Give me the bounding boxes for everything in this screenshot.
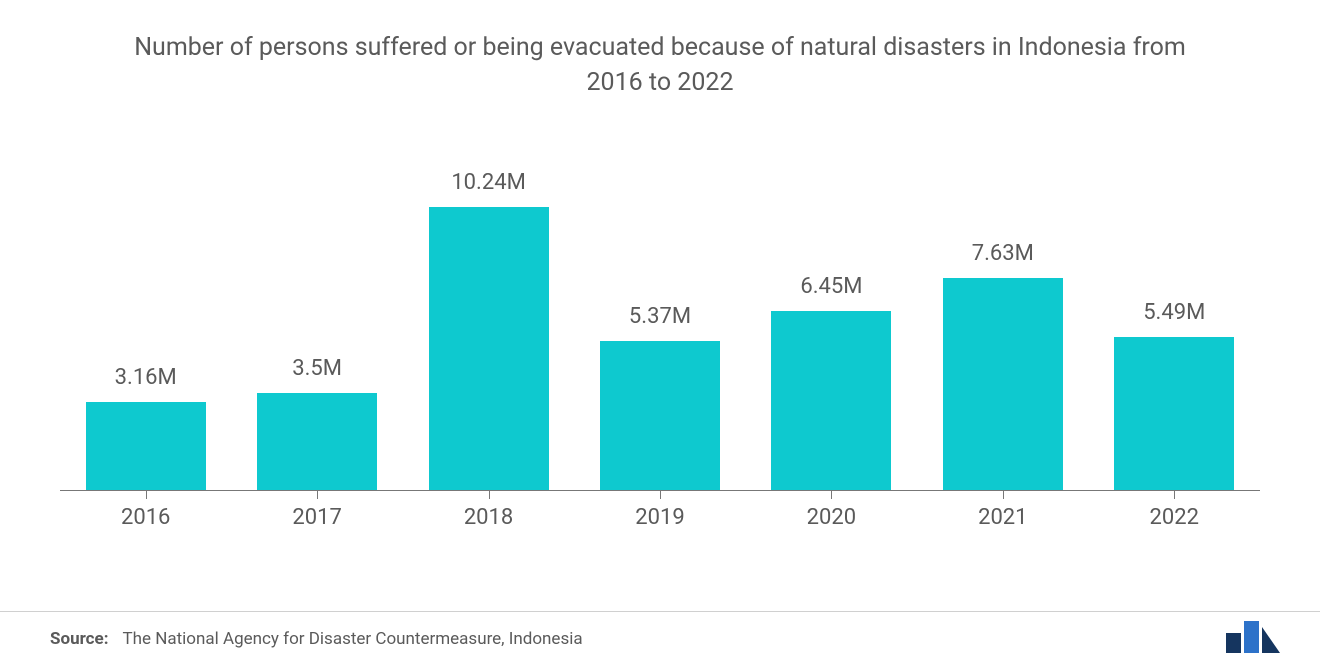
x-tick: 2021: [917, 491, 1088, 530]
bar-rect: [600, 341, 720, 490]
brand-logo-icon: [1224, 619, 1284, 653]
bar-slot: 5.49M: [1089, 170, 1260, 490]
chart-footer: Source: The National Agency for Disaster…: [0, 611, 1320, 665]
x-tick: 2018: [403, 491, 574, 530]
x-axis: 2016201720182019202020212022: [60, 490, 1260, 530]
x-tick: 2019: [574, 491, 745, 530]
bar-rect: [1114, 337, 1234, 490]
x-tick: 2016: [60, 491, 231, 530]
bars-group: 3.16M 3.5M 10.24M 5.37M 6.45M 7.63M 5.49M: [60, 170, 1260, 490]
bar-slot: 7.63M: [917, 170, 1088, 490]
bar-slot: 3.5M: [231, 170, 402, 490]
bar-slot: 10.24M: [403, 170, 574, 490]
bar-slot: 6.45M: [746, 170, 917, 490]
bar-value-label: 6.45M: [800, 274, 862, 299]
x-tick: 2022: [1089, 491, 1260, 530]
source-text: The National Agency for Disaster Counter…: [122, 629, 582, 649]
x-tick: 2017: [231, 491, 402, 530]
bar-rect: [943, 278, 1063, 490]
bar-slot: 3.16M: [60, 170, 231, 490]
chart-title: Number of persons suffered or being evac…: [110, 30, 1210, 100]
x-tick: 2020: [746, 491, 917, 530]
bar-value-label: 3.5M: [292, 356, 342, 381]
bar-value-label: 7.63M: [972, 241, 1034, 266]
bar-rect: [429, 207, 549, 490]
bar-rect: [771, 311, 891, 490]
bar-slot: 5.37M: [574, 170, 745, 490]
bar-rect: [86, 402, 206, 490]
bar-value-label: 5.37M: [629, 304, 691, 329]
bar-value-label: 10.24M: [451, 170, 525, 195]
chart-container: Number of persons suffered or being evac…: [0, 0, 1320, 665]
bar-value-label: 3.16M: [115, 365, 177, 390]
plot-area: 3.16M 3.5M 10.24M 5.37M 6.45M 7.63M 5.49M: [60, 170, 1260, 490]
bar-rect: [257, 393, 377, 490]
source-label: Source:: [50, 629, 108, 649]
bar-value-label: 5.49M: [1143, 300, 1205, 325]
